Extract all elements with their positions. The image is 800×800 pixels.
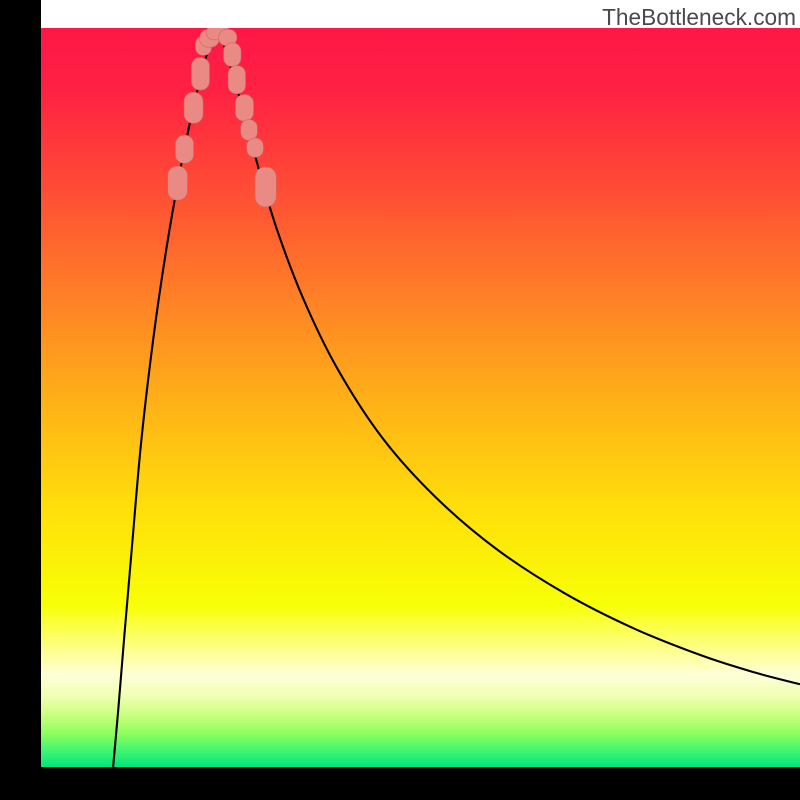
curve-marker (241, 120, 258, 141)
curve-marker (228, 66, 245, 94)
curve-marker (184, 92, 203, 123)
curve-marker (247, 138, 264, 157)
bottleneck-plot (0, 0, 800, 800)
curve-marker (255, 167, 276, 207)
curve-marker (235, 95, 253, 122)
frame-notch (33, 0, 41, 28)
plot-gradient-background (41, 28, 800, 767)
watermark-text: TheBottleneck.com (602, 4, 796, 31)
curve-marker (224, 43, 241, 67)
curve-marker (175, 135, 193, 163)
curve-marker (191, 58, 209, 91)
curve-marker (168, 166, 188, 200)
